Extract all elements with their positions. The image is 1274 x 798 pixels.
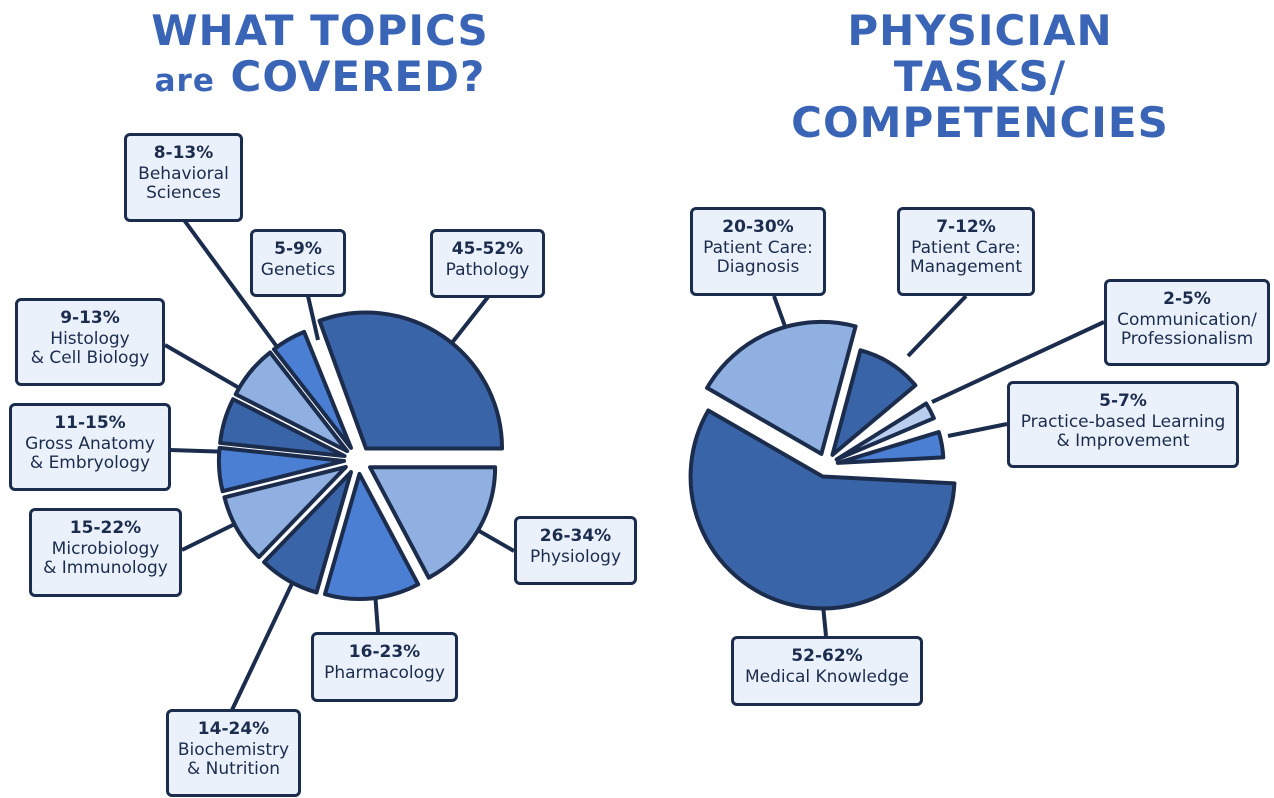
label-pharmacology: 16-23% Pharmacology	[311, 632, 458, 702]
pie-slice-biochemistry-nutrition	[262, 470, 353, 595]
leader-line	[906, 294, 968, 358]
left-title-line1: WHAT TOPICS	[151, 6, 489, 55]
label-patient-care-management: 7-12% Patient Care: Management	[897, 207, 1035, 296]
leader-line	[947, 422, 1008, 438]
leader-line	[473, 526, 515, 553]
left-chart-title: WHAT TOPICS are COVERED?	[120, 8, 520, 104]
pie-slice-patient-care-management	[830, 348, 918, 457]
right-title-line1: PHYSICIAN TASKS/	[847, 6, 1113, 101]
left-title-are: are	[154, 63, 215, 99]
leader-line	[182, 218, 285, 357]
leader-line	[230, 572, 299, 711]
pie-slice-practice-based-learning-improvement	[835, 430, 946, 465]
pie-slice-communication-professionalism	[834, 401, 936, 462]
pie-slice-pharmacology	[322, 471, 421, 602]
left-title-line2: are COVERED?	[120, 54, 520, 104]
pie-slice-histology-cell-biology	[218, 397, 347, 459]
pie-slice-microbiology-immunology	[222, 465, 348, 560]
label-gross-anatomy: 11-15% Gross Anatomy & Embryology	[9, 403, 171, 491]
label-behavioral-sciences: 8-13% Behavioral Sciences	[124, 133, 243, 222]
pie-slice-patient-care-diagnosis	[705, 319, 858, 456]
right-chart-title: PHYSICIAN TASKS/ COMPETENCIES	[770, 8, 1190, 146]
label-genetics: 5-9% Genetics	[250, 229, 346, 297]
competencies-pie-chart	[688, 319, 957, 611]
left-title-covered: COVERED?	[230, 52, 486, 101]
leader-line	[306, 295, 320, 341]
pie-slice-physiology	[368, 465, 498, 580]
right-title-line2: COMPETENCIES	[791, 98, 1169, 147]
pie-slice-behavioral-sciences	[233, 350, 350, 454]
leader-line	[931, 320, 1105, 404]
label-practice-based-learning: 5-7% Practice-based Learning & Improvemen…	[1007, 381, 1239, 468]
pie-slice-pathology	[317, 310, 505, 451]
pie-slice-genetics	[271, 329, 353, 450]
label-biochemistry: 14-24% Biochemistry & Nutrition	[166, 709, 301, 797]
label-physiology: 26-34% Physiology	[514, 516, 637, 585]
label-communication: 2-5% Communication/ Professionalism	[1104, 279, 1270, 366]
label-histology: 9-13% Histology & Cell Biology	[15, 298, 165, 386]
pie-slice-medical-knowledge	[688, 408, 957, 611]
pie-slice-gross-anatomy-embryology	[216, 445, 347, 494]
label-microbiology: 15-22% Microbiology & Immunology	[29, 508, 182, 597]
label-pathology: 45-52% Pathology	[430, 229, 545, 298]
topics-pie-chart	[216, 310, 505, 602]
label-medical-knowledge: 52-62% Medical Knowledge	[731, 636, 923, 706]
label-patient-care-diagnosis: 20-30% Patient Care: Diagnosis	[690, 207, 826, 296]
